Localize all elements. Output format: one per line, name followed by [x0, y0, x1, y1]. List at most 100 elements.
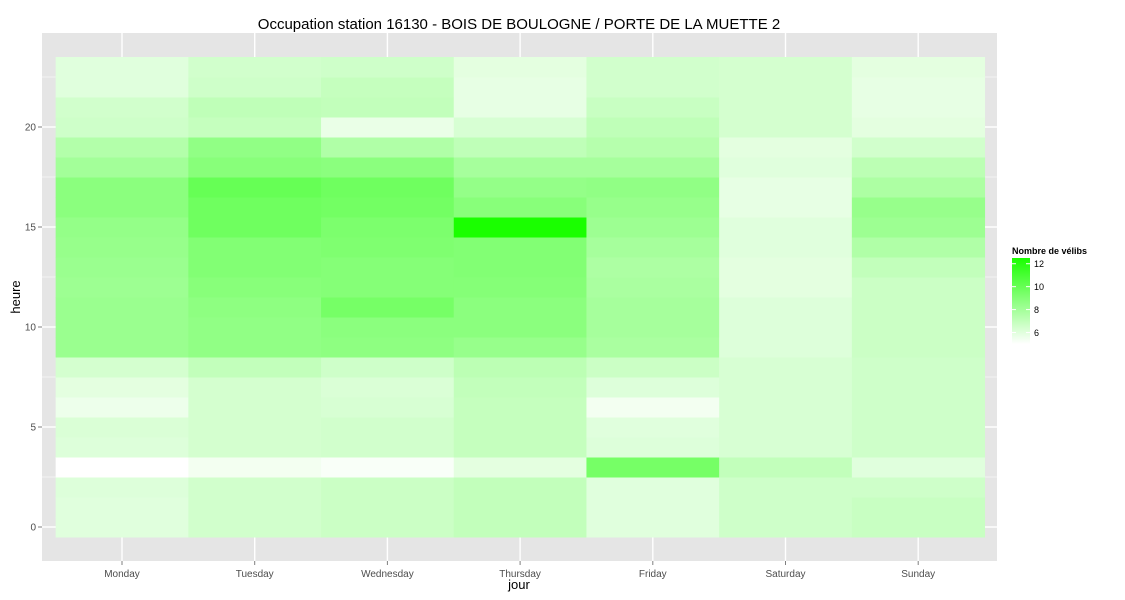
heatmap-cell: [321, 117, 455, 138]
heatmap-cell: [851, 497, 986, 518]
heatmap-cell: [851, 297, 986, 318]
heatmap-cell: [453, 517, 587, 538]
heatmap-cell: [851, 77, 986, 98]
heatmap-cell: [719, 257, 853, 278]
y-tick-label: 20: [25, 123, 37, 134]
y-axis: 0 5 10 15 20: [25, 123, 42, 534]
heatmap-cell: [321, 277, 455, 298]
heatmap-cell: [453, 217, 587, 238]
heatmap-cell: [55, 337, 189, 358]
heatmap-cell: [719, 97, 853, 118]
heatmap-cell: [188, 457, 322, 478]
heatmap-cell: [321, 497, 455, 518]
heatmap-cell: [321, 257, 455, 278]
heatmap-cell: [453, 437, 587, 458]
heatmap-cell: [851, 357, 986, 378]
heatmap-cell: [321, 437, 455, 458]
heatmap-cell: [453, 337, 587, 358]
heatmap-cell: [719, 377, 853, 398]
heatmap-cell: [321, 417, 455, 438]
heatmap-cell: [586, 357, 720, 378]
y-tick-label: 0: [30, 523, 36, 534]
heatmap-cell: [719, 137, 853, 158]
y-tick-label: 5: [30, 423, 36, 434]
heatmap-cell: [188, 397, 322, 418]
heatmap-cell: [321, 97, 455, 118]
heatmap-cell: [55, 177, 189, 198]
heatmap-cell: [586, 157, 720, 178]
heatmap-cell: [55, 397, 189, 418]
heatmap-cell: [55, 317, 189, 338]
heatmap-cell: [453, 357, 587, 378]
heatmap-cell: [188, 477, 322, 498]
heatmap-cell: [55, 77, 189, 98]
heatmap-cell: [586, 177, 720, 198]
legend-tick-label: 12: [1034, 259, 1044, 269]
heatmap-cell: [851, 137, 986, 158]
heatmap-cell: [453, 77, 587, 98]
heatmap-cell: [851, 277, 986, 298]
heatmap-cell: [586, 197, 720, 218]
heatmap-cell: [851, 477, 986, 498]
heatmap-cell: [321, 457, 455, 478]
legend-tick-label: 6: [1034, 328, 1039, 338]
heatmap-cell: [188, 117, 322, 138]
heatmap-cell: [586, 277, 720, 298]
heatmap-cell: [851, 97, 986, 118]
heatmap-cell: [188, 97, 322, 118]
heatmap-cell: [321, 477, 455, 498]
x-axis-title: jour: [507, 577, 530, 592]
x-tick-label: Monday: [104, 569, 140, 580]
heatmap-cell: [321, 517, 455, 538]
heatmap-cell: [321, 237, 455, 258]
heatmap-cell: [188, 497, 322, 518]
heatmap-cell: [55, 517, 189, 538]
heatmap-cell: [851, 457, 986, 478]
heatmap-cell: [55, 377, 189, 398]
heatmap-cell: [719, 477, 853, 498]
heatmap-cell: [321, 197, 455, 218]
heatmap-cell: [851, 517, 986, 538]
heatmap-cell: [55, 277, 189, 298]
heatmap-cell: [55, 117, 189, 138]
heatmap-cell: [586, 217, 720, 238]
heatmap-cell: [188, 137, 322, 158]
heatmap-cells: [55, 57, 986, 538]
heatmap-cell: [851, 57, 986, 78]
heatmap-cell: [586, 297, 720, 318]
heatmap-cell: [851, 237, 986, 258]
heatmap-cell: [321, 177, 455, 198]
heatmap-cell: [55, 157, 189, 178]
heatmap-cell: [453, 257, 587, 278]
heatmap-cell: [188, 157, 322, 178]
heatmap-cell: [719, 177, 853, 198]
heatmap-cell: [851, 217, 986, 238]
heatmap-cell: [719, 77, 853, 98]
heatmap-cell: [586, 397, 720, 418]
heatmap-cell: [188, 357, 322, 378]
y-axis-title: heure: [8, 280, 23, 313]
heatmap-cell: [586, 377, 720, 398]
heatmap-cell: [453, 277, 587, 298]
heatmap-cell: [851, 257, 986, 278]
heatmap-cell: [851, 437, 986, 458]
heatmap-cell: [851, 397, 986, 418]
heatmap-cell: [453, 417, 587, 438]
legend-colorbar: [1012, 258, 1030, 344]
heatmap-cell: [453, 197, 587, 218]
heatmap-cell: [55, 457, 189, 478]
heatmap-cell: [719, 457, 853, 478]
heatmap-cell: [453, 497, 587, 518]
heatmap-cell: [586, 57, 720, 78]
heatmap-cell: [55, 357, 189, 378]
heatmap-cell: [321, 77, 455, 98]
heatmap-cell: [453, 457, 587, 478]
heatmap-cell: [719, 237, 853, 258]
heatmap-cell: [188, 197, 322, 218]
legend-title: Nombre de vélibs: [1012, 246, 1087, 256]
heatmap-cell: [55, 417, 189, 438]
heatmap-cell: [586, 257, 720, 278]
heatmap-cell: [321, 157, 455, 178]
heatmap-cell: [55, 197, 189, 218]
heatmap-cell: [586, 337, 720, 358]
